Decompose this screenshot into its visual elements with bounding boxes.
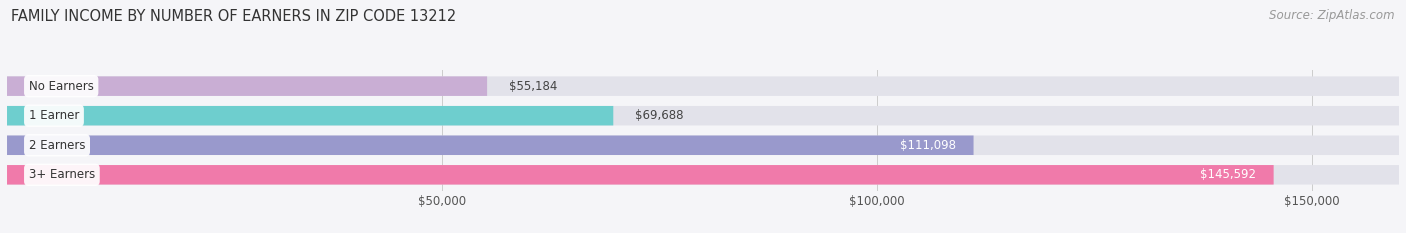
Text: No Earners: No Earners — [28, 80, 94, 93]
FancyBboxPatch shape — [7, 136, 973, 155]
Text: $111,098: $111,098 — [900, 139, 956, 152]
FancyBboxPatch shape — [7, 165, 1399, 185]
Text: Source: ZipAtlas.com: Source: ZipAtlas.com — [1270, 9, 1395, 22]
FancyBboxPatch shape — [7, 76, 486, 96]
Text: 2 Earners: 2 Earners — [28, 139, 86, 152]
Text: $145,592: $145,592 — [1201, 168, 1256, 181]
FancyBboxPatch shape — [7, 106, 613, 125]
Text: $55,184: $55,184 — [509, 80, 557, 93]
FancyBboxPatch shape — [7, 106, 1399, 125]
FancyBboxPatch shape — [7, 76, 1399, 96]
Text: $69,688: $69,688 — [636, 109, 683, 122]
FancyBboxPatch shape — [7, 165, 1274, 185]
Text: 3+ Earners: 3+ Earners — [28, 168, 96, 181]
Text: 1 Earner: 1 Earner — [28, 109, 79, 122]
Text: FAMILY INCOME BY NUMBER OF EARNERS IN ZIP CODE 13212: FAMILY INCOME BY NUMBER OF EARNERS IN ZI… — [11, 9, 457, 24]
FancyBboxPatch shape — [7, 136, 1399, 155]
